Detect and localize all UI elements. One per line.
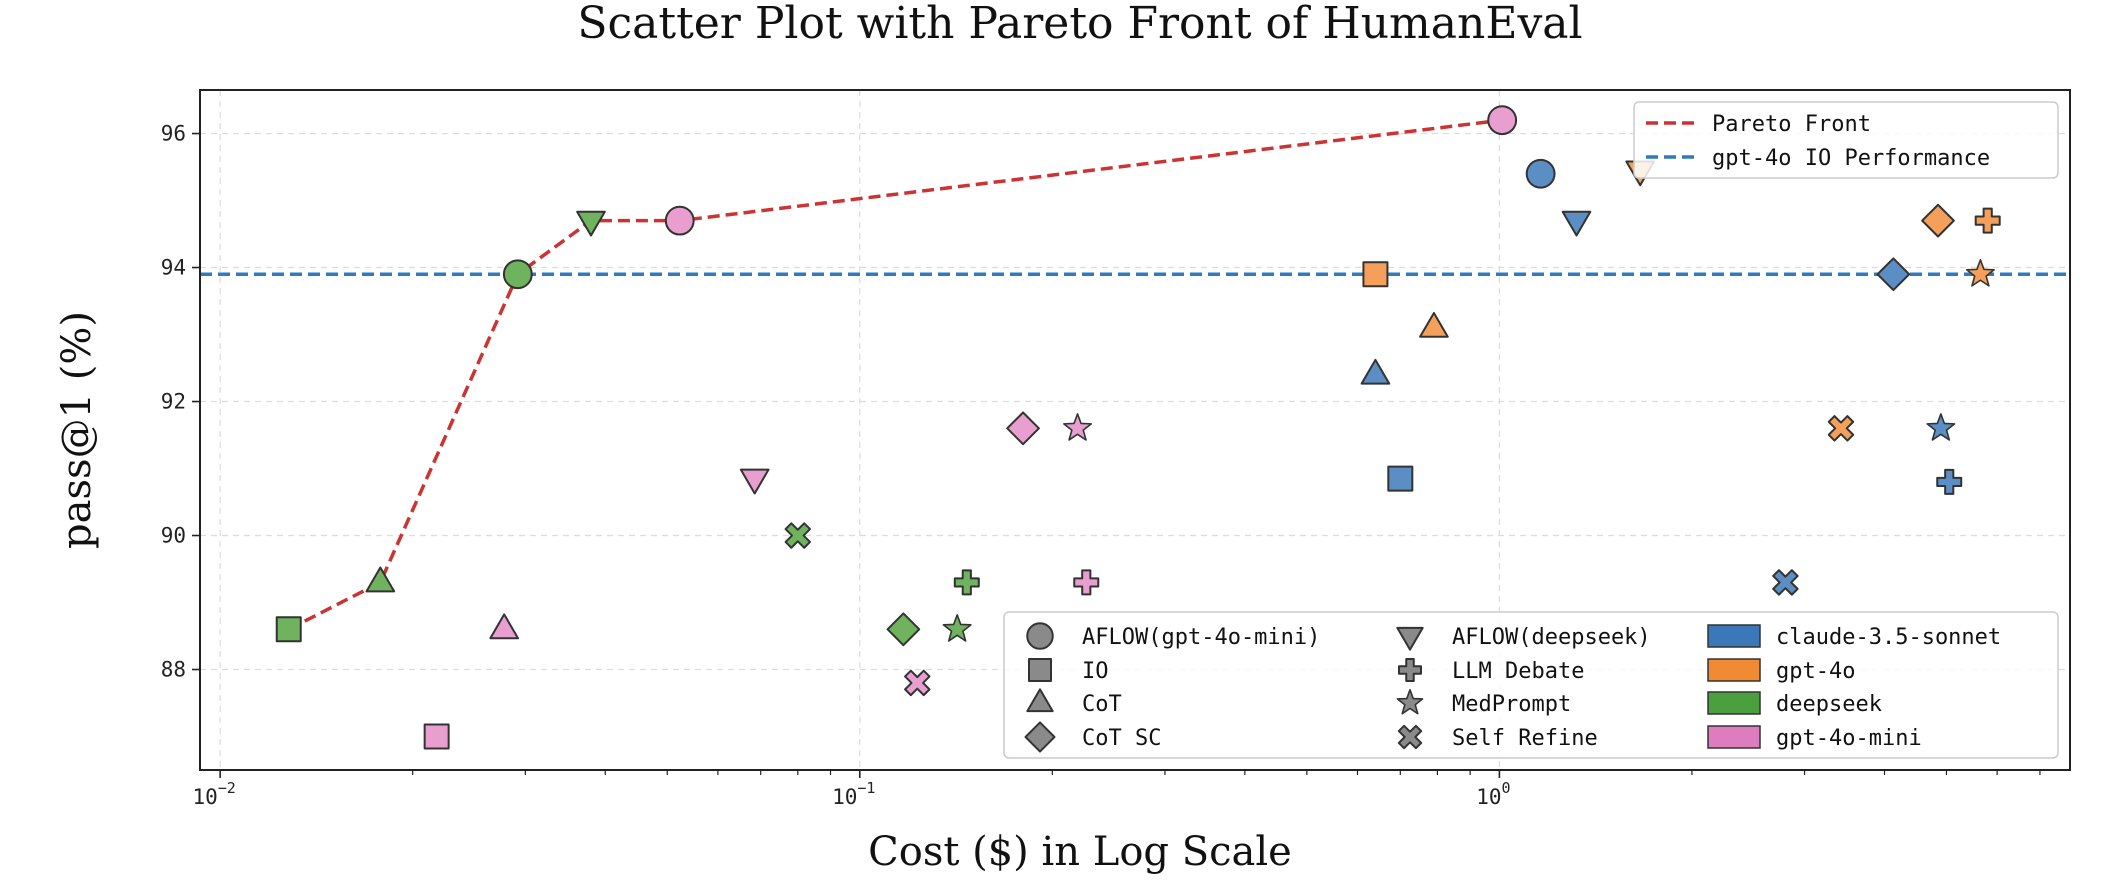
point-llm-debate-gpt-4o — [1974, 207, 2001, 234]
point-medprompt-claude-3-5-sonnet — [1926, 413, 1956, 441]
pareto-front-line — [287, 118, 1503, 631]
point-medprompt-gpt-4o-mini — [1063, 413, 1093, 441]
legend-label-gpt-4o-mini: gpt-4o-mini — [1776, 726, 1922, 751]
y-tick-label: 96 — [161, 122, 186, 146]
x-tick-exponent: −2 — [218, 779, 236, 797]
y-tick-label: 88 — [161, 658, 186, 682]
legend-markers: AFLOW(gpt-4o-mini) IO CoT CoT SC AFLOW(deeps… — [1003, 611, 2059, 759]
x-tick-exponent: −1 — [857, 779, 875, 797]
point-io-gpt-4o — [1362, 261, 1389, 288]
legend-label-aflow-deepseek: AFLOW(deepseek) — [1452, 625, 1651, 650]
legend-marker-cot — [1026, 688, 1054, 713]
point-cot-gpt-4o — [1419, 311, 1449, 338]
point-cot-sc-gpt-4o-mini — [1006, 411, 1040, 446]
legend-label-llm-debate: LLM Debate — [1452, 659, 1584, 684]
point-llm-debate-deepseek — [953, 569, 980, 596]
x-tick-label: 10−1 — [832, 779, 875, 809]
y-tick-label: 90 — [161, 524, 186, 548]
legend-label-gpt-4o: gpt-4o — [1776, 659, 1855, 684]
legend-marker-self-refine — [1397, 724, 1423, 750]
y-tick-label: 92 — [161, 390, 186, 414]
legend-patch-gpt-4o — [1707, 658, 1761, 682]
point-io-claude-3-5-sonnet — [1387, 465, 1414, 492]
x-tick-label: 10−2 — [192, 779, 235, 809]
legend-label-medprompt: MedPrompt — [1452, 692, 1571, 717]
x-axis-label: Cost ($) in Log Scale — [868, 829, 1292, 875]
point-aflow-gpt-4o-mini-claude-3-5-sonnet — [1525, 158, 1556, 189]
point-cot-sc-claude-3-5-sonnet — [1876, 257, 1911, 292]
y-tick-label: 94 — [161, 256, 186, 280]
legend-marker-llm-debate — [1398, 658, 1422, 682]
point-cot-sc-deepseek — [886, 612, 921, 647]
legend-label-gpt-4o-io-performance: gpt-4o IO Performance — [1712, 146, 1990, 171]
point-cot-deepseek — [365, 566, 396, 593]
point-medprompt-deepseek — [942, 614, 972, 642]
legend-lines: Pareto Front gpt-4o IO Performance — [1633, 101, 2059, 179]
legend-label-cot-sc: CoT SC — [1082, 726, 1161, 751]
reference-lines — [200, 118, 2070, 631]
chart-title: Scatter Plot with Pareto Front of HumanE… — [577, 0, 1582, 49]
legend-patch-deepseek — [1707, 691, 1761, 715]
legend-patch-claude-3-5-sonnet — [1707, 624, 1761, 648]
point-aflow-deepseek-claude-3-5-sonnet — [1561, 210, 1592, 237]
point-aflow-gpt-4o-mini-deepseek — [502, 259, 533, 290]
point-cot-gpt-4o-mini — [489, 613, 520, 640]
x-tick-exponent: 0 — [1502, 779, 1511, 797]
legend-marker-medprompt — [1396, 689, 1424, 715]
point-aflow-deepseek-gpt-4o-mini — [739, 468, 770, 495]
point-aflow-gpt-4o-mini-gpt-4o-mini — [1487, 105, 1518, 136]
point-self-refine-gpt-4o-mini — [904, 669, 931, 697]
point-medprompt-gpt-4o — [1965, 259, 1995, 287]
legend-label-pareto-front: Pareto Front — [1712, 112, 1871, 137]
legend-markers-frame — [1003, 611, 2059, 759]
legend-label-self-refine: Self Refine — [1452, 726, 1598, 751]
plot-frame — [199, 89, 2071, 771]
point-cot-sc-gpt-4o — [1921, 203, 1955, 238]
legend-label-deepseek: deepseek — [1776, 692, 1882, 717]
point-cot-claude-3-5-sonnet — [1360, 358, 1391, 385]
point-llm-debate-gpt-4o-mini — [1073, 569, 1100, 596]
point-aflow-gpt-4o-mini-gpt-4o-mini — [664, 205, 695, 236]
legend-label-cot: CoT — [1082, 692, 1122, 717]
x-tick-label: 100 — [1476, 779, 1510, 809]
legend-marker-aflow-gpt-4o-mini — [1026, 622, 1054, 650]
point-aflow-deepseek-deepseek — [576, 210, 606, 237]
point-self-refine-gpt-4o — [1827, 415, 1855, 442]
legend-label-aflow-gpt-4o-mini: AFLOW(gpt-4o-mini) — [1082, 625, 1320, 650]
point-llm-debate-claude-3-5-sonnet — [1936, 468, 1963, 495]
legend-lines-frame — [1633, 101, 2059, 179]
legend-label-io: IO — [1082, 659, 1109, 684]
point-self-refine-deepseek — [784, 522, 812, 549]
legend-marker-aflow-deepseek — [1396, 626, 1424, 651]
legend-label-claude-3-5-sonnet: claude-3.5-sonnet — [1776, 625, 2001, 650]
legend-patch-gpt-4o-mini — [1707, 725, 1761, 749]
point-io-deepseek — [275, 616, 302, 643]
point-io-gpt-4o-mini — [423, 723, 450, 750]
point-self-refine-claude-3-5-sonnet — [1772, 569, 1799, 596]
y-axis-label: pass@1 (%) — [54, 311, 100, 549]
legend-marker-io — [1028, 658, 1052, 682]
legend-marker-cot-sc — [1024, 721, 1056, 753]
